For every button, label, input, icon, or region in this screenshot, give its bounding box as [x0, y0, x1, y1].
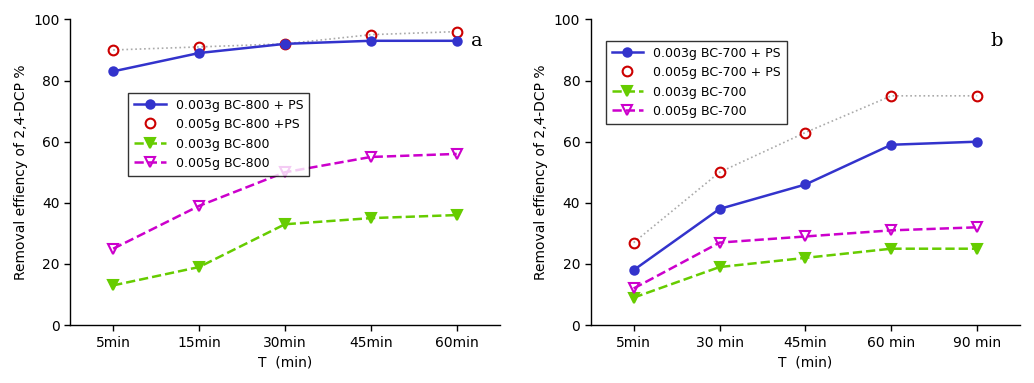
- Legend: 0.003g BC-800 + PS, 0.005g BC-800 +PS, 0.003g BC-800, 0.005g BC-800: 0.003g BC-800 + PS, 0.005g BC-800 +PS, 0…: [128, 93, 309, 176]
- 0.003g BC-700 + PS: [971, 139, 983, 144]
- 0.003g BC-700 + PS: [885, 142, 898, 147]
- 0.005g BC-800: [107, 246, 119, 251]
- 0.003g BC-800 + PS: [107, 69, 119, 74]
- Line: 0.003g BC-800: 0.003g BC-800: [109, 210, 461, 290]
- Line: 0.003g BC-700: 0.003g BC-700: [629, 244, 982, 303]
- 0.005g BC-800 +PS: [107, 47, 119, 52]
- 0.005g BC-800: [451, 152, 463, 156]
- Text: a: a: [470, 32, 483, 50]
- 0.005g BC-800: [193, 204, 206, 208]
- 0.003g BC-800 + PS: [279, 41, 292, 46]
- Line: 0.003g BC-700 + PS: 0.003g BC-700 + PS: [630, 137, 981, 274]
- 0.005g BC-700: [971, 225, 983, 229]
- 0.005g BC-700: [628, 286, 640, 291]
- 0.005g BC-700 + PS: [628, 240, 640, 245]
- 0.005g BC-800: [279, 170, 292, 175]
- 0.003g BC-800: [279, 222, 292, 226]
- 0.005g BC-800 +PS: [279, 41, 292, 46]
- 0.003g BC-700: [885, 246, 898, 251]
- 0.005g BC-800 +PS: [365, 33, 377, 37]
- 0.003g BC-800 + PS: [365, 39, 377, 43]
- 0.003g BC-800: [193, 265, 206, 269]
- 0.003g BC-700 + PS: [628, 268, 640, 272]
- 0.003g BC-700 + PS: [799, 182, 812, 187]
- Line: 0.005g BC-700 + PS: 0.005g BC-700 + PS: [629, 91, 982, 247]
- 0.005g BC-700 + PS: [885, 93, 898, 98]
- 0.005g BC-800: [365, 155, 377, 159]
- Y-axis label: Removal effiency of 2,4-DCP %: Removal effiency of 2,4-DCP %: [13, 64, 28, 280]
- 0.003g BC-700: [971, 246, 983, 251]
- Line: 0.003g BC-800 + PS: 0.003g BC-800 + PS: [109, 37, 461, 75]
- 0.005g BC-800 +PS: [451, 29, 463, 34]
- 0.003g BC-800 + PS: [451, 39, 463, 43]
- X-axis label: T  (min): T (min): [779, 355, 832, 369]
- Line: 0.005g BC-700: 0.005g BC-700: [629, 223, 982, 293]
- 0.005g BC-700: [885, 228, 898, 232]
- 0.003g BC-800: [451, 213, 463, 218]
- 0.003g BC-700: [713, 265, 726, 269]
- Y-axis label: Removal effiency of 2,4-DCP %: Removal effiency of 2,4-DCP %: [535, 64, 548, 280]
- 0.005g BC-700 + PS: [713, 170, 726, 175]
- 0.005g BC-700 + PS: [971, 93, 983, 98]
- 0.003g BC-800: [107, 283, 119, 288]
- Legend: 0.003g BC-700 + PS, 0.005g BC-700 + PS, 0.003g BC-700, 0.005g BC-700: 0.003g BC-700 + PS, 0.005g BC-700 + PS, …: [606, 41, 787, 124]
- 0.005g BC-700: [799, 234, 812, 239]
- 0.005g BC-800 +PS: [193, 44, 206, 49]
- Line: 0.005g BC-800: 0.005g BC-800: [109, 149, 461, 254]
- 0.005g BC-700 + PS: [799, 130, 812, 135]
- 0.003g BC-800 + PS: [193, 51, 206, 55]
- 0.003g BC-700 + PS: [713, 207, 726, 211]
- Line: 0.005g BC-800 +PS: 0.005g BC-800 +PS: [109, 27, 461, 55]
- X-axis label: T  (min): T (min): [257, 355, 312, 369]
- Text: b: b: [991, 32, 1003, 50]
- 0.003g BC-700: [799, 255, 812, 260]
- 0.003g BC-700: [628, 295, 640, 300]
- 0.003g BC-800: [365, 216, 377, 221]
- 0.005g BC-700: [713, 240, 726, 245]
